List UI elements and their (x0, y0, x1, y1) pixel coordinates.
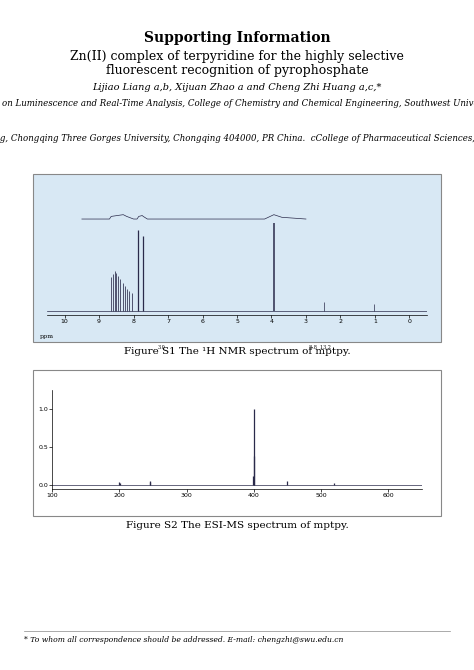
Bar (33, 174, 441, 342)
Text: 3.0: 3.0 (157, 345, 165, 350)
Text: Figure S2 The ESI-MS spectrum of mptpy.: Figure S2 The ESI-MS spectrum of mptpy. (126, 521, 348, 530)
Text: ppm: ppm (40, 334, 54, 339)
Bar (33, 370, 441, 516)
Text: bSchool of Chemistry and Environmental Engineering, Chongqing Three Gorges Unive: bSchool of Chemistry and Environmental E… (0, 134, 474, 143)
Text: Supporting Information: Supporting Information (144, 31, 330, 46)
Text: * To whom all correspondence should be addressed. E-mail: chengzhi@swu.edu.cn: * To whom all correspondence should be a… (24, 636, 343, 645)
Text: Lijiao Liang a,b, Xijuan Zhao a and Cheng Zhi Huang a,c,*: Lijiao Liang a,b, Xijuan Zhao a and Chen… (92, 83, 382, 92)
Text: Zn(II) complex of terpyridine for the highly selective: Zn(II) complex of terpyridine for the hi… (70, 50, 404, 62)
Text: aEducation Ministry Key Laboratory on Luminescence and Real-Time Analysis, Colle: aEducation Ministry Key Laboratory on Lu… (0, 99, 474, 108)
Text: Figure S1 The ¹H NMR spectrum of mptpy.: Figure S1 The ¹H NMR spectrum of mptpy. (124, 347, 350, 356)
Text: fluorescent recognition of pyrophosphate: fluorescent recognition of pyrophosphate (106, 64, 368, 77)
Text: 8.8  13.2: 8.8 13.2 (310, 345, 331, 350)
